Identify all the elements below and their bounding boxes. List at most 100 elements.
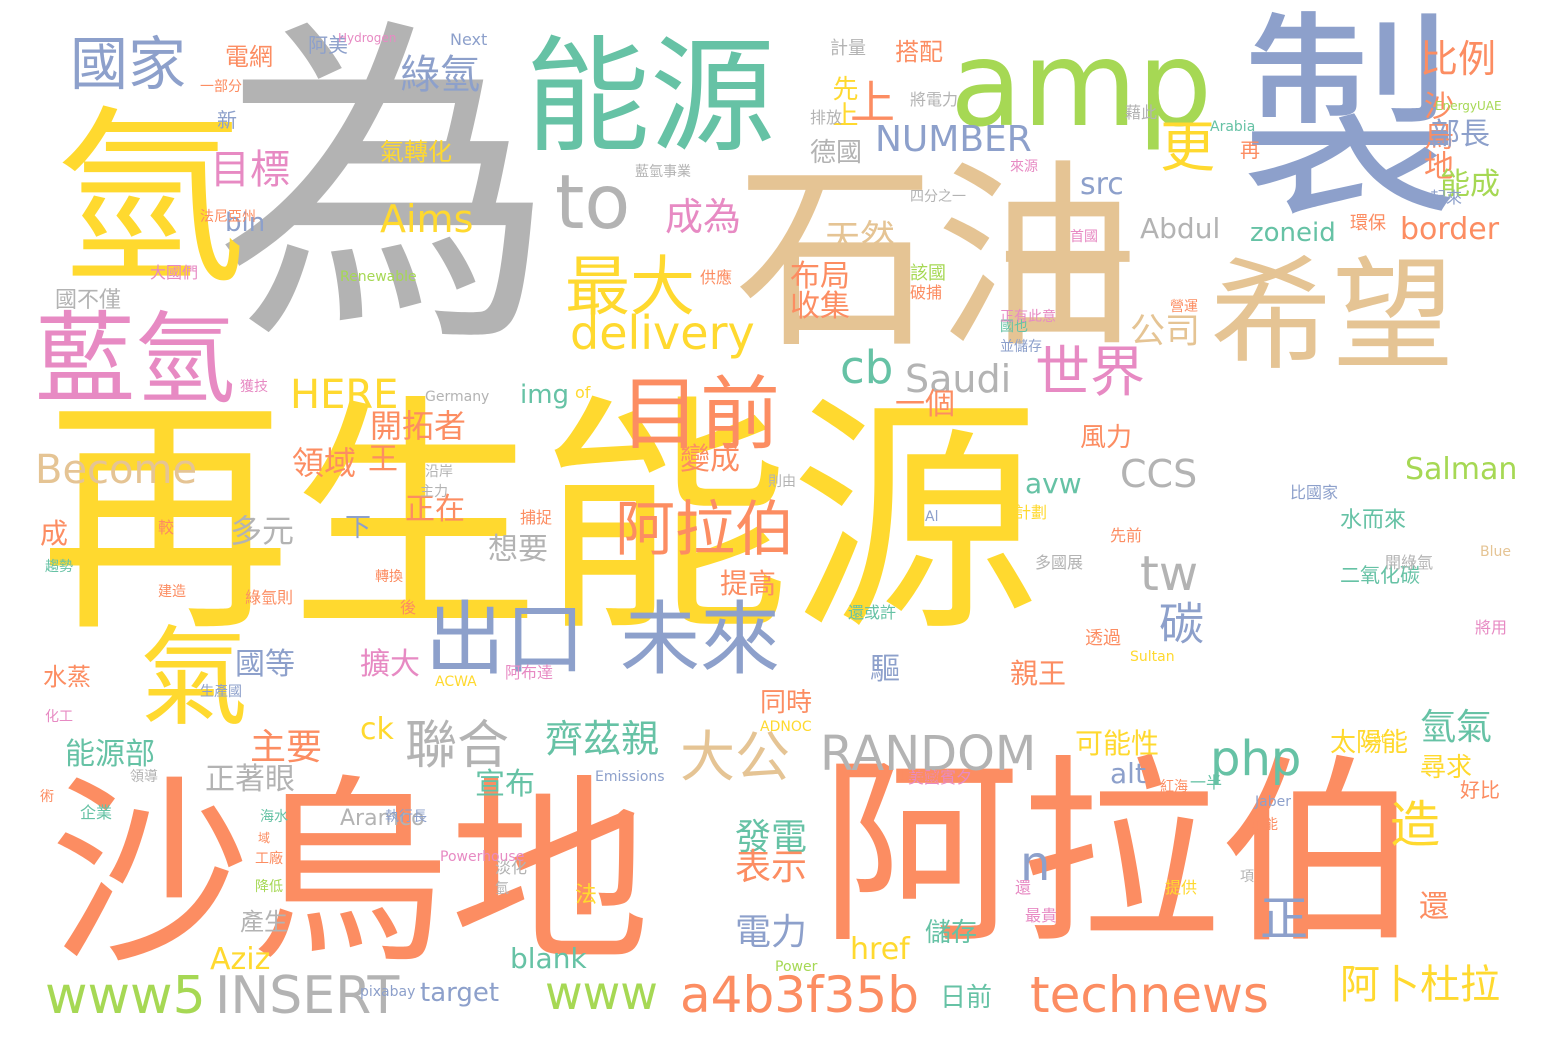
cloud-word: Become (35, 447, 198, 493)
cloud-word: 最大 (565, 250, 696, 325)
cloud-word: 排放 (810, 108, 843, 127)
cloud-word: php (1210, 731, 1302, 787)
cloud-word: 再 (1240, 138, 1260, 162)
cloud-word: 國不僅 (55, 288, 122, 313)
cloud-word: Abdul (1140, 212, 1221, 245)
cloud-word: Cut (1365, 732, 1386, 746)
cloud-word: 大國們 (150, 263, 199, 282)
cloud-word: 提供 (1165, 878, 1198, 897)
cloud-word: 藍氫事業 (635, 164, 691, 180)
cloud-word: of (575, 383, 591, 402)
cloud-word: 氫 (55, 89, 246, 310)
cloud-word: 再生能源 (40, 374, 1040, 665)
cloud-word: 最貴 (1025, 906, 1058, 925)
cloud-word: Al (925, 509, 939, 525)
cloud-word: 產生 (240, 908, 288, 936)
cloud-word: 表示 (735, 847, 808, 888)
cloud-word: EnergyUAE (1435, 99, 1502, 113)
cloud-word: Emissions (595, 769, 665, 785)
cloud-word: 來源 (1010, 159, 1038, 175)
cloud-word: 沙烏地 (1418, 90, 1453, 180)
cloud-word: 捕捉 (520, 508, 553, 527)
cloud-word: 還 (1015, 878, 1032, 897)
cloud-word: 供應 (700, 268, 733, 287)
cloud-word: Blue (1480, 544, 1511, 560)
cloud-word: a4b3f35b (680, 966, 919, 1024)
cloud-word: 沿岸 (425, 464, 453, 480)
cloud-word: 轉換 (375, 569, 403, 585)
cloud-word: Arabia (1210, 119, 1256, 135)
cloud-word: 沙烏地 (50, 758, 651, 991)
cloud-word: 成為 (665, 195, 742, 239)
cloud-word: 正著眼 (205, 762, 295, 797)
cloud-word: 能源 (525, 25, 775, 170)
cloud-word: 法 (575, 883, 598, 908)
cloud-word: img (520, 380, 570, 410)
cloud-word: ck (360, 712, 394, 747)
cloud-word: Sultan (1130, 649, 1175, 665)
cloud-word: 綠氫 (400, 52, 480, 98)
cloud-word: INSERT (215, 966, 400, 1026)
cloud-word: 成 (40, 517, 69, 550)
cloud-word: 紅海 (1160, 779, 1188, 795)
cloud-word: 親王 (1010, 657, 1067, 690)
cloud-word: Aramco (340, 806, 425, 831)
cloud-word: 天然 (825, 219, 896, 259)
cloud-word: 王 (368, 442, 398, 477)
cloud-word: Aims (380, 197, 474, 241)
cloud-word: 比國家 (1290, 483, 1339, 502)
cloud-word: 造 (1390, 796, 1440, 854)
cloud-word: 正在 (405, 492, 465, 527)
cloud-word: 為 (215, 0, 555, 388)
cloud-word: 同時 (760, 688, 813, 718)
cloud-word: NUMBER (875, 119, 1032, 160)
cloud-word: 起來 (1430, 188, 1463, 207)
cloud-word: 想要 (488, 532, 548, 567)
cloud-word: 將電力 (910, 90, 959, 109)
cloud-word: alt (1110, 757, 1146, 790)
cloud-word: 尋求 (1420, 753, 1473, 783)
cloud-word: 工廠 (255, 851, 283, 867)
cloud-word: 較 (158, 518, 175, 537)
cloud-word: 正 (1260, 891, 1309, 947)
cloud-word: 可能 (1250, 817, 1278, 833)
cloud-word: Aziz (210, 942, 271, 977)
cloud-word: ADNOC (760, 719, 812, 735)
cloud-word: 正有此意 (1000, 309, 1056, 325)
cloud-word: 碳 (1151, 600, 1204, 645)
cloud-word: 四分之一 (910, 189, 966, 205)
cloud-word: 領域 (292, 444, 357, 482)
cloud-word: HERE (290, 372, 399, 418)
cloud-word: 綠氫則 (245, 588, 294, 607)
cloud-word: 開綠氫 (1385, 553, 1434, 572)
cloud-word: 主力 (420, 484, 448, 500)
cloud-word: Germany (425, 389, 490, 405)
cloud-word: 多元 (230, 512, 295, 550)
cloud-word: 日前 (940, 983, 993, 1013)
cloud-word: 營運 (1170, 299, 1198, 315)
cloud-word: 世界 (1035, 340, 1146, 404)
cloud-word: 搭配 (895, 38, 943, 66)
cloud-word: 發電 (735, 817, 808, 858)
cloud-word: 變成 (680, 442, 740, 477)
cloud-word: 生產國 (200, 684, 242, 700)
cloud-word: RANDOM (820, 726, 1037, 782)
cloud-word: 氫 (495, 881, 509, 897)
cloud-word: 域 (258, 831, 271, 845)
cloud-word: 儲存 (925, 918, 978, 948)
cloud-word: www (545, 966, 658, 1020)
cloud-word: 一部分 (200, 79, 242, 95)
cloud-word: ACWA (435, 674, 477, 690)
cloud-word: 未來 (620, 593, 780, 686)
cloud-word: 好比 (1460, 778, 1500, 802)
cloud-word: 氣 (140, 616, 249, 741)
cloud-word: Saudi (905, 357, 1012, 401)
cloud-word: 大公 (680, 725, 791, 789)
cloud-word: 宣布 (475, 767, 535, 802)
cloud-word: blank (510, 942, 587, 975)
cloud-word: 上 (850, 76, 896, 129)
cloud-word: 提高 (720, 567, 777, 600)
cloud-word: 水蒸 (43, 663, 91, 691)
cloud-word: 下 (345, 513, 372, 543)
